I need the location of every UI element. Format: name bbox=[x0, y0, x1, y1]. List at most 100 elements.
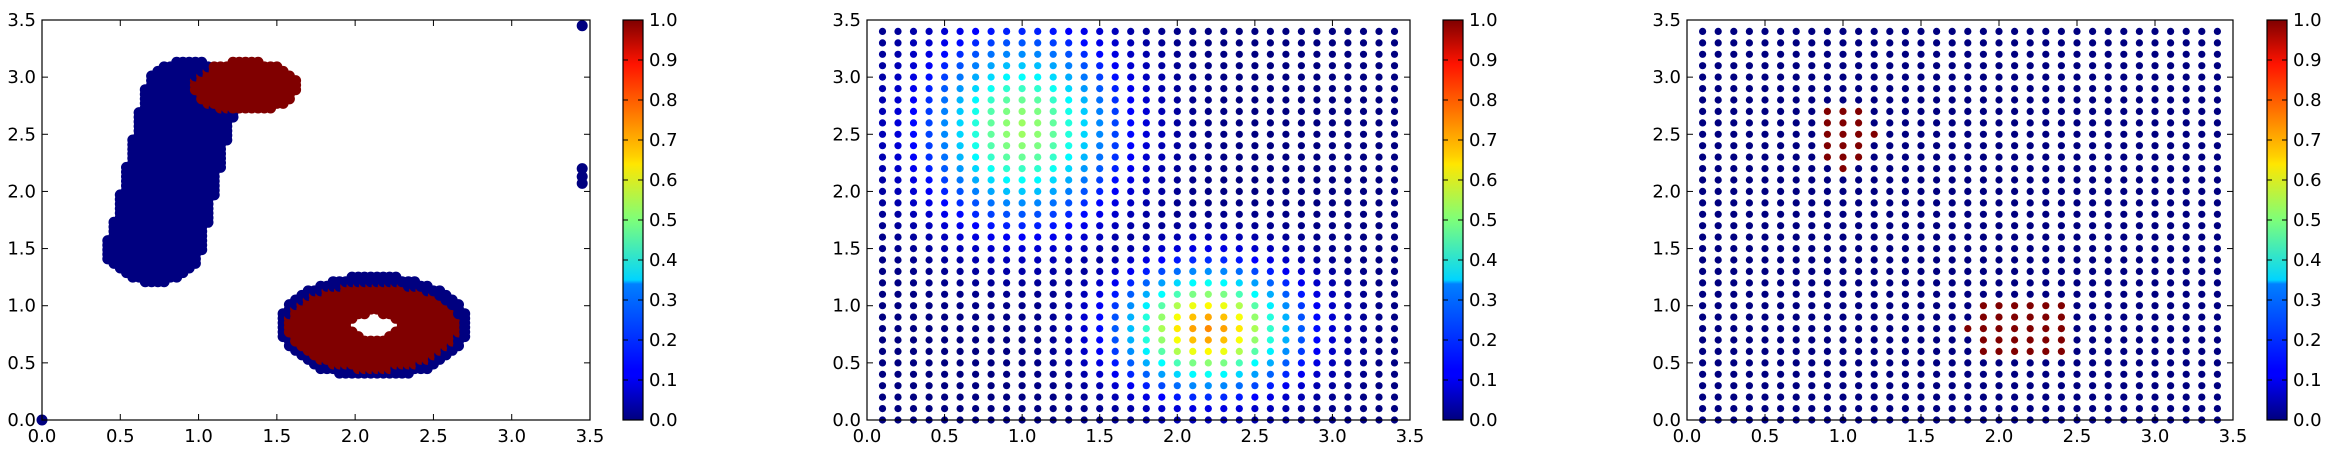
data-point bbox=[2042, 256, 2050, 264]
data-point bbox=[2073, 96, 2081, 104]
data-point bbox=[1933, 336, 1941, 344]
data-point bbox=[2167, 153, 2175, 161]
data-point bbox=[1127, 245, 1135, 253]
data-point bbox=[1792, 302, 1800, 310]
data-point bbox=[576, 163, 588, 175]
data-point bbox=[2120, 165, 2128, 173]
data-point bbox=[2011, 50, 2019, 58]
data-point bbox=[925, 347, 933, 355]
data-point bbox=[1995, 370, 2003, 378]
data-point bbox=[1964, 313, 1972, 321]
data-point bbox=[1297, 85, 1305, 93]
data-point bbox=[1235, 359, 1243, 367]
data-point bbox=[1049, 130, 1057, 138]
data-point bbox=[1745, 347, 1753, 355]
data-point bbox=[894, 393, 902, 401]
data-point bbox=[2042, 119, 2050, 127]
data-point bbox=[1080, 96, 1088, 104]
data-point bbox=[1792, 313, 1800, 321]
data-point bbox=[956, 130, 964, 138]
data-point bbox=[1189, 130, 1197, 138]
data-point bbox=[1995, 107, 2003, 115]
data-point bbox=[1855, 290, 1863, 298]
data-point bbox=[1034, 210, 1042, 218]
data-point bbox=[909, 279, 918, 287]
data-point bbox=[1096, 290, 1104, 298]
data-point bbox=[1933, 27, 1941, 35]
data-point bbox=[2089, 62, 2097, 70]
data-point bbox=[1080, 187, 1088, 195]
data-point bbox=[2042, 382, 2050, 390]
data-point bbox=[1995, 256, 2003, 264]
data-point bbox=[1761, 187, 1769, 195]
data-point bbox=[925, 119, 933, 127]
data-point bbox=[1235, 336, 1243, 344]
data-point bbox=[1699, 107, 1707, 115]
data-point bbox=[941, 233, 949, 241]
data-point bbox=[1359, 199, 1368, 207]
data-point bbox=[2198, 199, 2206, 207]
data-point bbox=[1979, 382, 1987, 390]
data-point bbox=[1096, 187, 1104, 195]
data-point bbox=[1777, 210, 1785, 218]
data-point bbox=[1049, 27, 1057, 35]
data-point bbox=[1761, 233, 1769, 241]
data-point bbox=[1018, 107, 1026, 115]
data-point bbox=[1313, 187, 1321, 195]
data-point bbox=[878, 279, 887, 287]
data-point bbox=[1917, 73, 1925, 81]
data-point bbox=[1049, 405, 1057, 413]
data-point bbox=[1375, 73, 1383, 81]
data-point bbox=[2073, 245, 2081, 253]
colorbar-tick-label: 0.5 bbox=[649, 210, 678, 231]
data-point bbox=[2073, 107, 2081, 115]
data-point bbox=[2213, 165, 2221, 173]
data-point bbox=[2057, 96, 2065, 104]
data-point bbox=[1204, 245, 1212, 253]
data-point bbox=[2213, 382, 2221, 390]
data-point bbox=[1127, 62, 1135, 70]
data-point bbox=[1313, 199, 1321, 207]
data-point bbox=[2057, 73, 2065, 81]
data-point bbox=[972, 176, 980, 184]
data-point bbox=[1870, 279, 1878, 287]
data-point bbox=[1886, 176, 1894, 184]
data-point bbox=[1375, 85, 1383, 93]
data-point bbox=[1189, 210, 1197, 218]
data-point bbox=[1995, 222, 2003, 230]
data-point bbox=[1049, 245, 1057, 253]
data-point bbox=[1065, 256, 1073, 264]
data-point bbox=[1266, 359, 1274, 367]
data-point bbox=[1777, 119, 1785, 127]
data-point bbox=[2182, 39, 2190, 47]
data-point bbox=[2011, 210, 2019, 218]
data-point bbox=[1003, 107, 1011, 115]
data-point bbox=[1328, 85, 1336, 93]
data-point bbox=[1979, 325, 1987, 333]
data-point bbox=[1761, 142, 1769, 150]
data-point bbox=[1948, 176, 1956, 184]
data-point bbox=[1359, 107, 1368, 115]
data-point bbox=[1111, 245, 1119, 253]
data-point bbox=[1917, 199, 1925, 207]
data-point bbox=[2104, 210, 2112, 218]
data-point bbox=[1266, 233, 1274, 241]
data-point bbox=[2198, 39, 2206, 47]
data-point bbox=[1375, 142, 1383, 150]
data-point bbox=[1018, 233, 1026, 241]
data-point bbox=[1142, 130, 1150, 138]
data-point bbox=[1297, 302, 1305, 310]
y-tick-label: 0.0 bbox=[1652, 410, 1681, 431]
data-point bbox=[1142, 347, 1150, 355]
data-point bbox=[1995, 279, 2003, 287]
colorbar-tick-label: 0.2 bbox=[1469, 330, 1498, 351]
data-point bbox=[1777, 176, 1785, 184]
data-point bbox=[1251, 210, 1259, 218]
points-layer bbox=[1699, 27, 2221, 424]
data-point bbox=[1003, 199, 1011, 207]
data-point bbox=[1948, 233, 1956, 241]
data-point bbox=[987, 130, 995, 138]
data-point bbox=[1189, 165, 1197, 173]
data-point bbox=[1699, 210, 1707, 218]
data-point bbox=[2213, 85, 2221, 93]
